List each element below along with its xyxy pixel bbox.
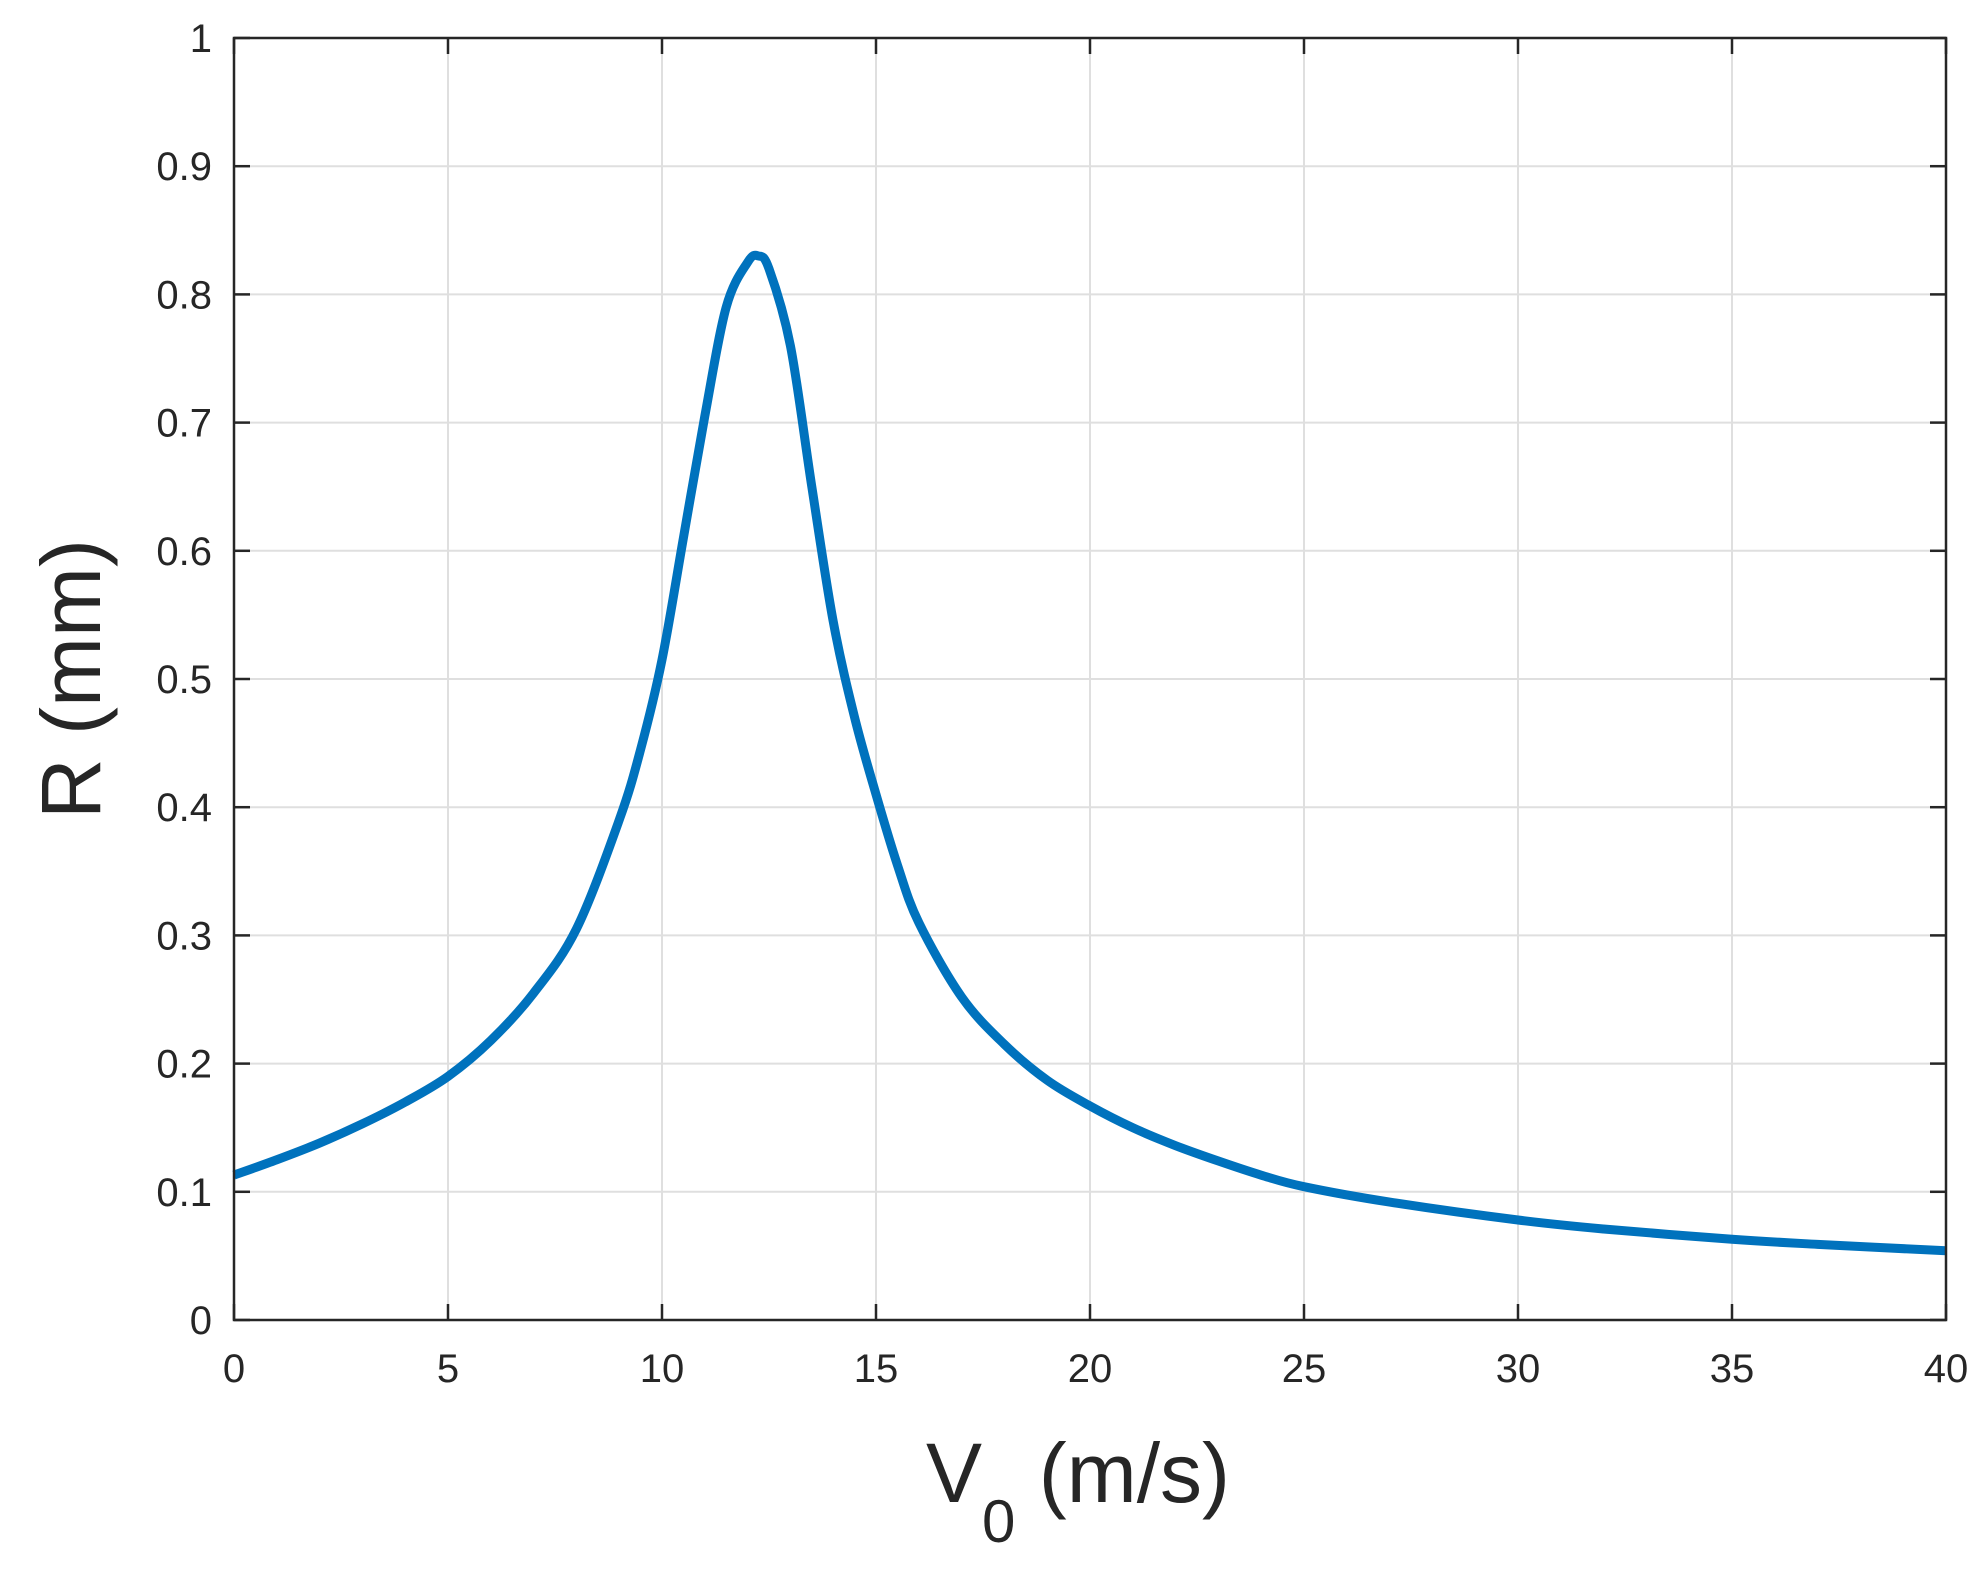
x-axis-title-subscript: 0	[982, 1488, 1015, 1555]
x-axis-title: V0 (m/s)	[926, 1426, 1230, 1555]
x-tick-label: 35	[1710, 1347, 1755, 1391]
x-axis-title-unit: (m/s)	[1015, 1426, 1230, 1520]
x-tick-label: 25	[1282, 1347, 1327, 1391]
y-tick-labels: 0 0.1 0.2 0.3 0.4 0.5 0.6 0.7 0.8 0.9 1	[156, 17, 212, 1343]
x-tick-label: 10	[640, 1347, 685, 1391]
y-tick-label: 0.3	[156, 914, 212, 958]
series-group	[232, 250, 1947, 1256]
x-tick-label: 15	[854, 1347, 899, 1391]
x-tick-label: 40	[1924, 1347, 1969, 1391]
axes-box	[232, 36, 1948, 1322]
y-tick-label: 0.1	[156, 1171, 212, 1215]
x-axis-title-main: V	[926, 1426, 982, 1520]
series-line-0	[232, 250, 1947, 1256]
x-tick-label: 0	[223, 1347, 245, 1391]
y-tick-label: 0.6	[156, 530, 212, 574]
y-tick-label: 0.7	[156, 402, 212, 446]
y-tick-label: 0	[190, 1299, 212, 1343]
y-tick-label: 1	[190, 17, 212, 61]
y-axis-title: R (mm)	[24, 539, 118, 819]
x-tick-label: 30	[1496, 1347, 1541, 1391]
y-tick-label: 0.4	[156, 786, 212, 830]
y-tick-label: 0.2	[156, 1043, 212, 1087]
y-tick-label: 0.9	[156, 145, 212, 189]
x-tick-label: 5	[437, 1347, 459, 1391]
x-tick-label: 20	[1068, 1347, 1113, 1391]
y-tick-label: 0.8	[156, 273, 212, 317]
y-tick-label: 0.5	[156, 658, 212, 702]
x-tick-labels: 0 5 10 15 20 25 30 35 40	[223, 1347, 1968, 1391]
